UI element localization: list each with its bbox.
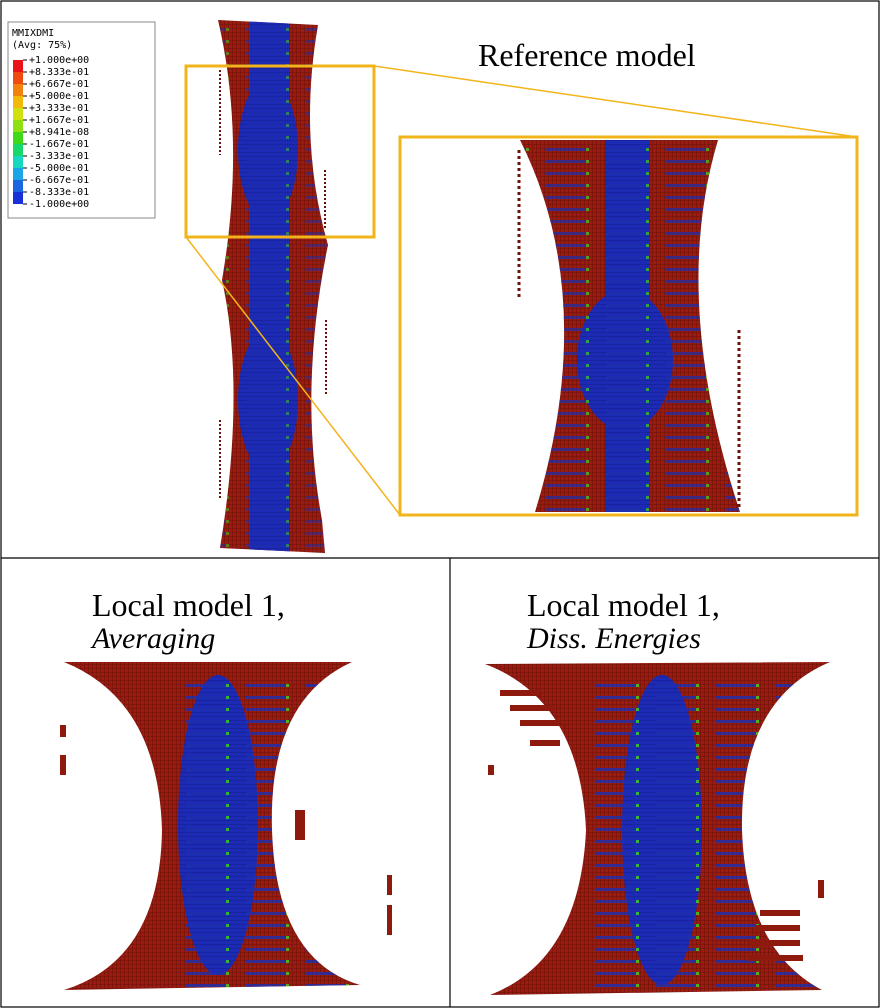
legend-label: +1.667e-01 (29, 115, 89, 126)
legend-color-band (13, 84, 23, 96)
legend-color-band (13, 192, 23, 204)
legend-label: -5.000e-01 (29, 163, 89, 174)
legend-label: +5.000e-01 (29, 91, 89, 102)
panel-title: Local model 1, (527, 587, 720, 623)
legend-color-band (13, 120, 23, 132)
legend-color-band (13, 72, 23, 84)
figure: MMIXDMI (Avg: 75%) +1.000e+00+8.333e-01+… (0, 0, 880, 1008)
legend: MMIXDMI (Avg: 75%) +1.000e+00+8.333e-01+… (8, 22, 155, 218)
legend-label: -8.333e-01 (29, 187, 89, 198)
legend-color-band (13, 96, 23, 108)
legend-label: +1.000e+00 (29, 55, 89, 66)
legend-color-band (13, 132, 23, 144)
zoom-inset (400, 135, 857, 520)
legend-color-band (13, 168, 23, 180)
panel-subtitle: Averaging (90, 622, 215, 655)
legend-label: -1.000e+00 (29, 199, 89, 210)
legend-color-band (13, 108, 23, 120)
legend-label: -1.667e-01 (29, 139, 89, 150)
panel-subtitle: Diss. Energies (526, 622, 701, 655)
legend-label: +6.667e-01 (29, 79, 89, 90)
legend-color-band (13, 156, 23, 168)
legend-label: -6.667e-01 (29, 175, 89, 186)
legend-label: -3.333e-01 (29, 151, 89, 162)
legend-color-band (13, 180, 23, 192)
legend-color-band (13, 144, 23, 156)
legend-label: +8.941e-08 (29, 127, 89, 138)
diss-energies-specimen (480, 660, 880, 1008)
panel-title: Local model 1, (92, 587, 285, 623)
reference-title: Reference model (478, 37, 696, 73)
averaging-specimen (60, 660, 485, 1008)
legend-subtitle: (Avg: 75%) (12, 40, 72, 51)
legend-label: +3.333e-01 (29, 103, 89, 114)
legend-title: MMIXDMI (12, 28, 54, 39)
reference-specimen (210, 15, 335, 560)
legend-color-band (13, 60, 23, 72)
legend-label: +8.333e-01 (29, 67, 89, 78)
